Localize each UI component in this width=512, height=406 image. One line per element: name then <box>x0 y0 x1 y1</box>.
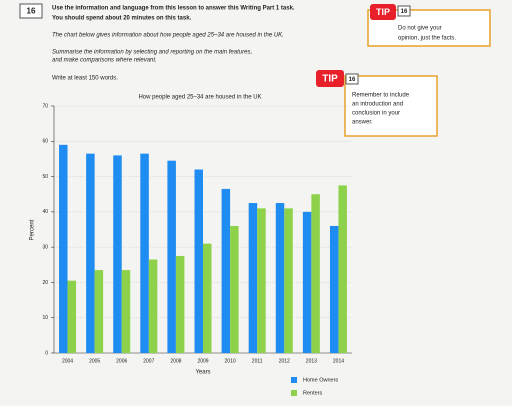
bar <box>230 225 239 353</box>
bar <box>203 243 212 353</box>
x-axis-label: Years <box>195 370 210 376</box>
bar <box>248 203 258 353</box>
x-tick-label: 2004 <box>62 358 73 364</box>
bar <box>284 208 293 353</box>
task-text: and make comparisons where relevant. <box>52 58 157 64</box>
bar <box>329 225 339 353</box>
x-tick-label: 2007 <box>143 358 154 364</box>
bar <box>59 144 68 353</box>
tip-label: TIP <box>322 74 338 85</box>
y-tick-label: 60 <box>42 139 48 145</box>
legend-swatch <box>291 390 297 396</box>
y-tick-label: 50 <box>42 174 48 180</box>
tip-text: an introduction and <box>352 102 403 108</box>
bar <box>175 255 185 353</box>
tip-badge <box>370 4 396 20</box>
legend-label: Home Owners <box>303 377 338 383</box>
bar <box>67 280 77 353</box>
task-text: Write at least 150 words. <box>52 76 118 82</box>
y-tick-label: 40 <box>42 209 48 215</box>
legend-swatch <box>291 377 297 383</box>
tip-number-box <box>397 5 411 17</box>
x-tick-label: 2006 <box>116 358 127 364</box>
x-tick-label: 2010 <box>225 358 236 364</box>
tip-label: TIP <box>376 7 390 17</box>
bar <box>121 270 131 353</box>
bar <box>338 185 347 353</box>
instruction: You should spend about 20 minutes on thi… <box>52 16 192 22</box>
y-tick-label: 10 <box>42 315 48 321</box>
bar <box>221 188 231 353</box>
bar <box>257 208 266 353</box>
bar <box>86 153 95 353</box>
instruction: Use the information and language from th… <box>52 6 295 12</box>
bar <box>94 270 104 353</box>
bar <box>275 203 285 353</box>
tip-text: opinion, just the facts. <box>398 36 456 42</box>
number-badge <box>19 3 43 19</box>
bar <box>167 160 176 353</box>
task-text: Summarise the information by selecting a… <box>52 50 252 56</box>
x-tick-label: 2014 <box>333 358 344 364</box>
x-tick-label: 2011 <box>252 358 263 364</box>
bar <box>311 194 320 353</box>
bar <box>194 169 203 353</box>
task-text: The chart below gives information about … <box>52 33 284 39</box>
legend-label: Renters <box>303 390 323 396</box>
tip-text: answer. <box>352 120 373 126</box>
tip-text: conclusion in your <box>352 111 400 117</box>
y-tick-label: 70 <box>42 103 48 109</box>
x-tick-label: 2013 <box>306 358 317 364</box>
x-tick-label: 2008 <box>170 358 181 364</box>
tip-number: 16 <box>349 77 356 83</box>
x-tick-label: 2012 <box>279 358 290 364</box>
tip-badge <box>316 70 344 87</box>
tip-text: Remember to include <box>352 93 410 99</box>
y-axis-label: Percent <box>30 219 36 240</box>
y-tick-label: 20 <box>42 280 48 286</box>
bar <box>113 155 122 353</box>
tip-number-box <box>345 73 359 85</box>
tip-number: 16 <box>401 9 408 15</box>
y-tick-label: 0 <box>45 350 48 356</box>
x-tick-label: 2005 <box>89 358 100 364</box>
y-tick-label: 30 <box>42 244 48 250</box>
chart-title: How people aged 25–34 are housed in the … <box>138 95 261 101</box>
tip-text: Do not give your <box>398 26 442 32</box>
bar <box>148 259 158 353</box>
bar <box>140 153 149 353</box>
number: 16 <box>27 7 36 16</box>
bar <box>302 211 312 353</box>
x-tick-label: 2009 <box>197 358 208 364</box>
